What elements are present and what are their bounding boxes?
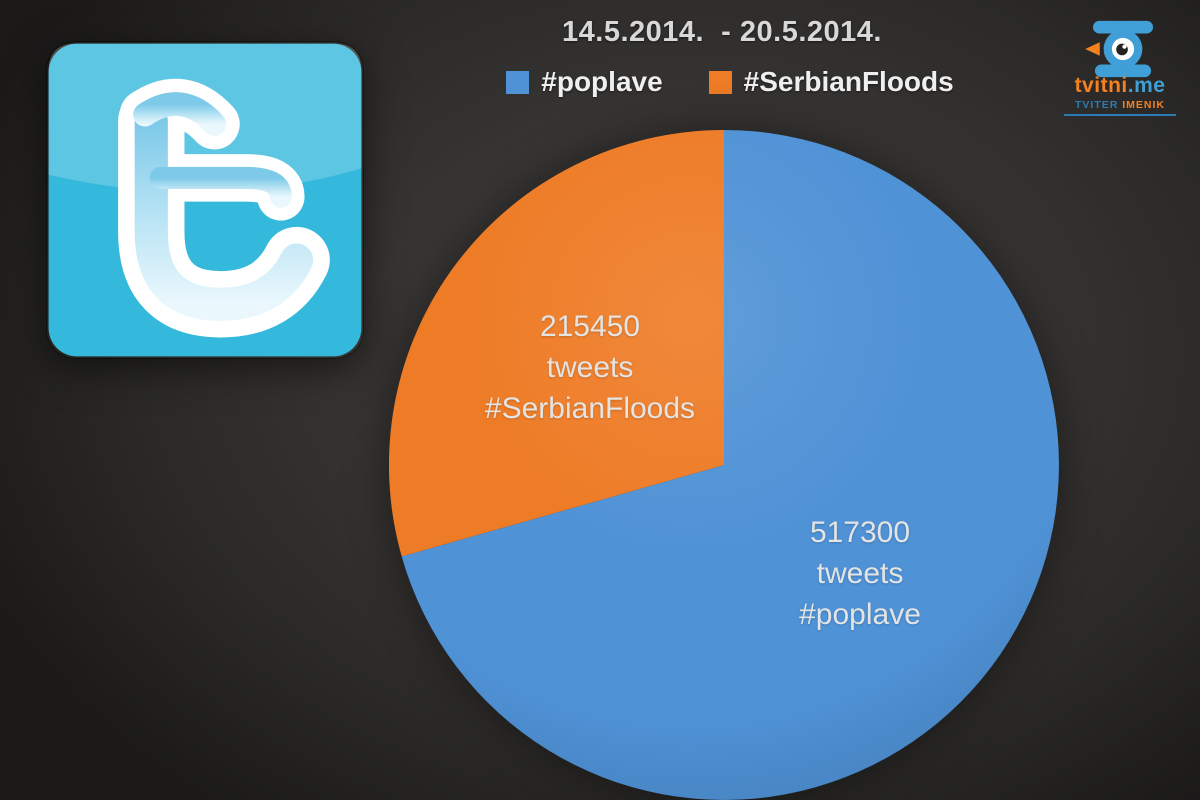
legend-label-poplave: #poplave (541, 66, 663, 97)
pie-chart (389, 130, 1059, 800)
twitter-old-t-icon (48, 43, 362, 357)
slice-label-serbianfloods: 215450 tweets #SerbianFloods (430, 306, 750, 429)
poplave-hashtag: #poplave (799, 598, 921, 631)
tvitni-wordmark: tvitni.me (1058, 74, 1182, 98)
tagline-imenik: IMENIK (1122, 99, 1165, 111)
legend-item-serbianfloods: #SerbianFloods (708, 66, 954, 98)
chart-legend: #poplave #SerbianFloods (400, 66, 1060, 98)
poplave-unit: tweets (816, 557, 904, 590)
slice-label-poplave: 517300 tweets #poplave (700, 512, 1020, 635)
date-range-title: 14.5.2014. - 20.5.2014. (562, 16, 882, 48)
pie-chart-svg (389, 130, 1059, 800)
bird-top-bar (1092, 20, 1154, 34)
tagline-tviter: TVITER (1074, 99, 1119, 111)
legend-label-serbianfloods: #SerbianFloods (743, 66, 954, 97)
twitter-t-glyph-fill (133, 92, 314, 321)
serbianfloods-hashtag: #SerbianFloods (484, 392, 696, 425)
poplave-count: 517300 (809, 516, 911, 549)
bird-beak-icon (1085, 42, 1100, 56)
pie-shading-overlay (389, 130, 1059, 800)
bird-eye-glint (1122, 44, 1127, 49)
legend-item-poplave: #poplave (506, 66, 663, 98)
serbianfloods-unit: tweets (546, 351, 634, 384)
legend-swatch-poplave (506, 70, 530, 94)
tvitni-tagline: TVITER IMENIK (1064, 99, 1176, 116)
tvitni-bird-icon (1085, 20, 1154, 78)
legend-swatch-serbianfloods (708, 70, 732, 94)
bird-bottom-bar (1094, 64, 1152, 78)
tvitni-brand-tld: .me (1127, 74, 1166, 97)
tvitni-brand-name: tvitni (1074, 74, 1128, 97)
twitter-logo (47, 42, 363, 358)
tvitni-logo (1083, 18, 1163, 80)
serbianfloods-count: 215450 (539, 310, 641, 343)
